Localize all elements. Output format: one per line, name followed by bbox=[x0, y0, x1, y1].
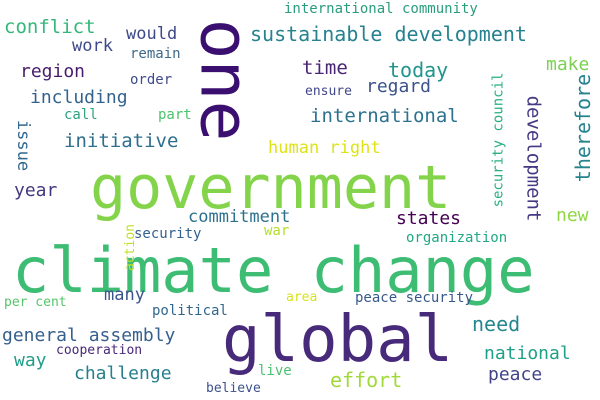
word-new: new bbox=[556, 205, 589, 226]
word-make: make bbox=[546, 54, 590, 75]
word-therefore: therefore bbox=[571, 73, 596, 183]
word-organization: organization bbox=[406, 230, 508, 246]
word-today: today bbox=[388, 58, 449, 82]
word-regard: regard bbox=[366, 76, 432, 97]
word-international: international bbox=[310, 105, 459, 127]
word-one: one bbox=[184, 18, 264, 142]
word-work: work bbox=[72, 36, 113, 56]
word-year: year bbox=[14, 180, 58, 201]
word-call: call bbox=[64, 107, 98, 123]
word-action: action bbox=[122, 224, 138, 271]
word-including: including bbox=[30, 87, 128, 108]
word-war: war bbox=[264, 223, 290, 239]
word-region: region bbox=[20, 61, 86, 82]
word-remain: remain bbox=[130, 46, 181, 62]
word-security: security bbox=[134, 226, 202, 242]
word-believe: believe bbox=[206, 381, 261, 396]
word-national: national bbox=[484, 343, 571, 364]
word-political: political bbox=[152, 303, 228, 319]
word-climate-change: climate change bbox=[12, 234, 535, 307]
word-global: global bbox=[222, 303, 454, 377]
word-conflict: conflict bbox=[4, 16, 96, 38]
word-peace-security: peace security bbox=[355, 290, 474, 306]
word-commitment: commitment bbox=[188, 207, 291, 227]
word-challenge: challenge bbox=[74, 363, 172, 384]
word-part: part bbox=[158, 107, 192, 123]
word-many: many bbox=[104, 285, 145, 305]
word-cooperation: cooperation bbox=[56, 343, 143, 358]
word-area: area bbox=[286, 290, 318, 305]
word-live: live bbox=[258, 363, 292, 379]
word-per-cent: per cent bbox=[4, 295, 67, 310]
word-need: need bbox=[472, 312, 521, 336]
word-states: states bbox=[396, 208, 462, 229]
word-order: order bbox=[130, 72, 173, 88]
word-peace: peace bbox=[488, 364, 543, 385]
word-development: development bbox=[522, 95, 545, 222]
word-way: way bbox=[14, 350, 47, 371]
word-issue: issue bbox=[13, 119, 34, 172]
word-general-assembly: general assembly bbox=[2, 325, 176, 346]
word-would: would bbox=[126, 24, 178, 44]
word-ensure: ensure bbox=[305, 84, 352, 99]
word-sustainable-development: sustainable development bbox=[250, 22, 527, 46]
word-initiative: initiative bbox=[64, 130, 179, 152]
word-security-council: security council bbox=[490, 72, 507, 208]
word-government: government bbox=[90, 153, 452, 223]
word-effort: effort bbox=[330, 368, 403, 392]
word-international-community: international community bbox=[284, 1, 478, 17]
word-human-right: human right bbox=[268, 138, 381, 158]
word-time: time bbox=[302, 57, 348, 79]
